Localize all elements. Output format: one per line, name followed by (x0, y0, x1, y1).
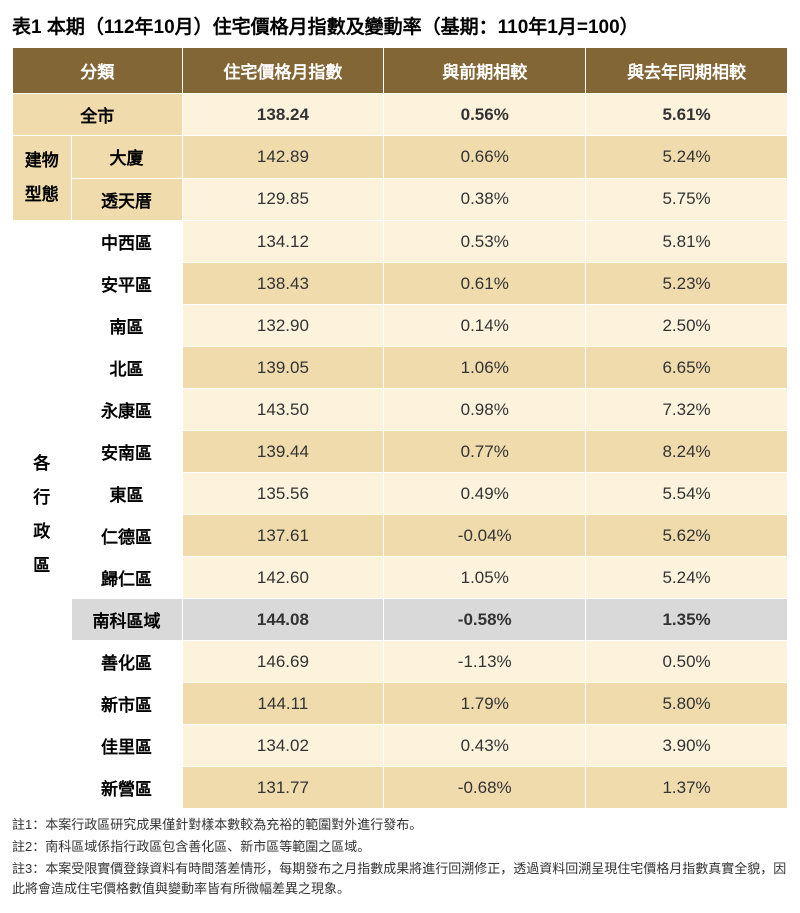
row-category: 南科區域 (71, 599, 182, 641)
cell-yoy: 5.61% (586, 94, 788, 136)
cell-idx: 132.90 (182, 305, 384, 347)
cell-mom: 0.38% (384, 178, 586, 221)
footnote-line: 註2：南科區域係指行政區包含善化區、新市區等範圍之區域。 (12, 837, 788, 858)
cell-yoy: 5.62% (586, 515, 788, 557)
table-row: 仁德區137.61-0.04%5.62% (13, 515, 788, 557)
cell-idx: 142.89 (182, 136, 384, 179)
cell-idx: 146.69 (182, 641, 384, 683)
cell-idx: 131.77 (182, 767, 384, 809)
row-category: 北區 (71, 347, 182, 389)
row-category: 永康區 (71, 389, 182, 431)
header-index: 住宅價格月指數 (182, 48, 384, 94)
cell-yoy: 0.50% (586, 641, 788, 683)
cell-idx: 139.44 (182, 431, 384, 473)
cell-idx: 138.24 (182, 94, 384, 136)
cell-yoy: 2.50% (586, 305, 788, 347)
cell-mom: 0.61% (384, 263, 586, 305)
row-category: 歸仁區 (71, 557, 182, 599)
cell-idx: 134.02 (182, 725, 384, 767)
cell-mom: 0.77% (384, 431, 586, 473)
cell-yoy: 1.35% (586, 599, 788, 641)
group-districts: 各行政區 (13, 221, 72, 809)
table-row: 永康區143.500.98%7.32% (13, 389, 788, 431)
cell-yoy: 5.75% (586, 178, 788, 221)
cell-mom: 0.66% (384, 136, 586, 179)
cell-idx: 129.85 (182, 178, 384, 221)
row-category: 全市 (13, 94, 183, 136)
cell-yoy: 3.90% (586, 725, 788, 767)
cell-mom: -0.68% (384, 767, 586, 809)
row-category: 仁德區 (71, 515, 182, 557)
table-row: 佳里區134.020.43%3.90% (13, 725, 788, 767)
row-category: 新營區 (71, 767, 182, 809)
row-category: 佳里區 (71, 725, 182, 767)
row-category: 透天厝 (71, 178, 182, 221)
table-row: 各行政區中西區134.120.53%5.81% (13, 221, 788, 263)
cell-yoy: 6.65% (586, 347, 788, 389)
cell-idx: 144.11 (182, 683, 384, 725)
row-category: 南區 (71, 305, 182, 347)
price-index-table: 分類 住宅價格月指數 與前期相較 與去年同期相較 全市138.240.56%5.… (12, 47, 788, 809)
group-building-type: 建物型態 (13, 136, 72, 221)
footnote-line: 註1：本案行政區研究成果僅針對樣本數較為充裕的範圍對外進行發布。 (12, 815, 788, 836)
row-category: 大廈 (71, 136, 182, 179)
row-category: 善化區 (71, 641, 182, 683)
row-category: 新市區 (71, 683, 182, 725)
cell-yoy: 5.81% (586, 221, 788, 263)
cell-mom: 0.98% (384, 389, 586, 431)
table-row: 安南區139.440.77%8.24% (13, 431, 788, 473)
row-category: 安南區 (71, 431, 182, 473)
cell-yoy: 5.24% (586, 557, 788, 599)
cell-idx: 137.61 (182, 515, 384, 557)
table-row: 歸仁區142.601.05%5.24% (13, 557, 788, 599)
table-title: 表1 本期（112年10月）住宅價格月指數及變動率（基期：110年1月=100） (12, 12, 788, 39)
footnotes: 註1：本案行政區研究成果僅針對樣本數較為充裕的範圍對外進行發布。註2：南科區域係… (12, 815, 788, 900)
header-row: 分類 住宅價格月指數 與前期相較 與去年同期相較 (13, 48, 788, 94)
cell-mom: -1.13% (384, 641, 586, 683)
cell-idx: 142.60 (182, 557, 384, 599)
cell-yoy: 5.24% (586, 136, 788, 179)
cell-idx: 134.12 (182, 221, 384, 263)
cell-mom: -0.58% (384, 599, 586, 641)
cell-mom: 0.43% (384, 725, 586, 767)
cell-yoy: 5.23% (586, 263, 788, 305)
cell-idx: 135.56 (182, 473, 384, 515)
cell-mom: 0.53% (384, 221, 586, 263)
table-row: 南區132.900.14%2.50% (13, 305, 788, 347)
header-category: 分類 (13, 48, 183, 94)
cell-yoy: 5.54% (586, 473, 788, 515)
header-yoy: 與去年同期相較 (586, 48, 788, 94)
cell-mom: 1.06% (384, 347, 586, 389)
cell-mom: 0.14% (384, 305, 586, 347)
table-row: 北區139.051.06%6.65% (13, 347, 788, 389)
row-category: 中西區 (71, 221, 182, 263)
table-row: 南科區域144.08-0.58%1.35% (13, 599, 788, 641)
cell-yoy: 1.37% (586, 767, 788, 809)
cell-mom: -0.04% (384, 515, 586, 557)
cell-yoy: 7.32% (586, 389, 788, 431)
table-row: 善化區146.69-1.13%0.50% (13, 641, 788, 683)
cell-yoy: 5.80% (586, 683, 788, 725)
row-category: 東區 (71, 473, 182, 515)
table-row: 新營區131.77-0.68%1.37% (13, 767, 788, 809)
cell-idx: 138.43 (182, 263, 384, 305)
cell-yoy: 8.24% (586, 431, 788, 473)
table-row: 建物型態大廈142.890.66%5.24% (13, 136, 788, 179)
cell-idx: 143.50 (182, 389, 384, 431)
header-mom: 與前期相較 (384, 48, 586, 94)
table-row: 全市138.240.56%5.61% (13, 94, 788, 136)
footnote-line: 註3：本案受限實價登錄資料有時間落差情形，每期發布之月指數成果將進行回溯修正，透… (12, 859, 788, 901)
cell-mom: 1.79% (384, 683, 586, 725)
cell-idx: 144.08 (182, 599, 384, 641)
cell-mom: 1.05% (384, 557, 586, 599)
cell-mom: 0.56% (384, 94, 586, 136)
table-row: 新市區144.111.79%5.80% (13, 683, 788, 725)
table-row: 透天厝129.850.38%5.75% (13, 178, 788, 221)
table-row: 安平區138.430.61%5.23% (13, 263, 788, 305)
cell-mom: 0.49% (384, 473, 586, 515)
row-category: 安平區 (71, 263, 182, 305)
cell-idx: 139.05 (182, 347, 384, 389)
table-row: 東區135.560.49%5.54% (13, 473, 788, 515)
